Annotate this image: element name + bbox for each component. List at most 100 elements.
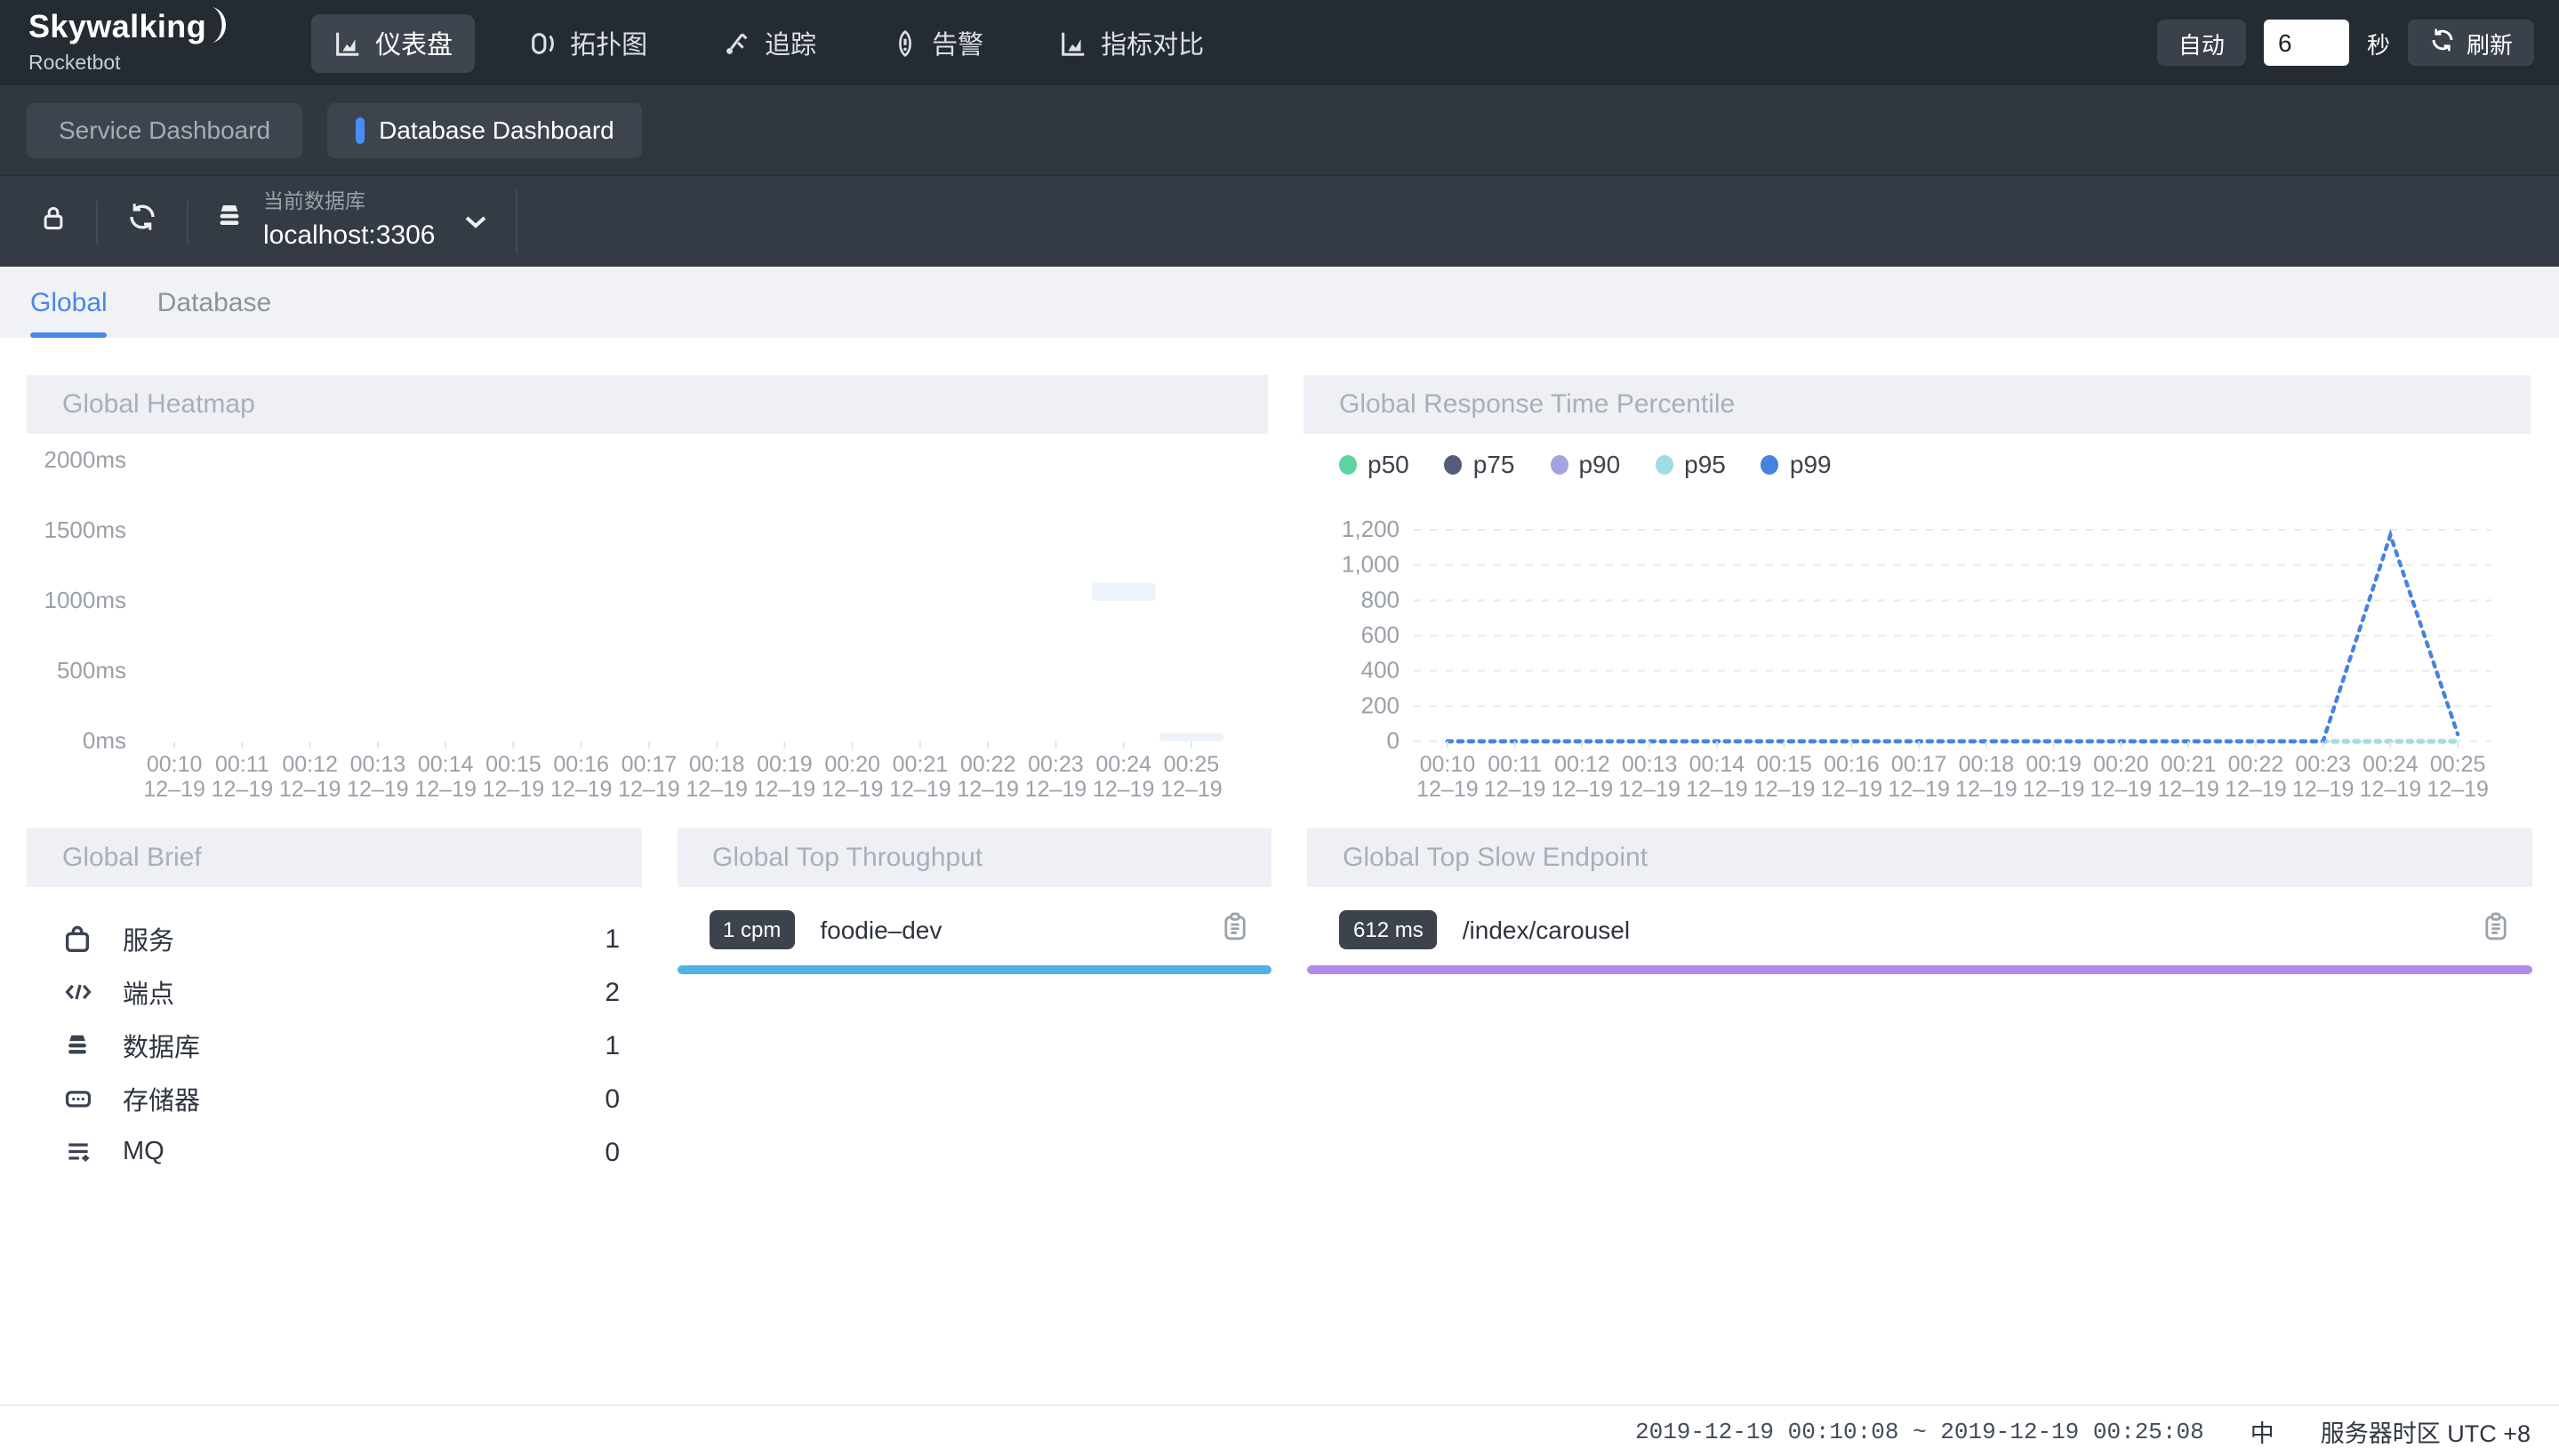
active-tab-indicator [356, 116, 365, 143]
time-range-picker[interactable]: 2019-12-19 00:10:08 ~ 2019-12-19 00:25:0… [1635, 1418, 2204, 1444]
x-tick-label: 00:25 [1164, 752, 1220, 777]
top-navbar: Skywalking Rocketbot 仪表盘 [0, 0, 2559, 85]
compare-icon [1058, 28, 1088, 58]
x-tick-sublabel: 12–19 [1753, 777, 1816, 802]
x-tick-label: 00:22 [960, 752, 1016, 777]
x-tick-label: 00:12 [1554, 752, 1610, 777]
nav-item-dashboard[interactable]: 仪表盘 [311, 13, 475, 72]
brand-subtitle: Rocketbot [28, 52, 121, 75]
x-tick-sublabel: 12–19 [754, 777, 816, 802]
legend-item-p50[interactable]: p50 [1339, 450, 1409, 478]
database-icon [213, 201, 245, 242]
x-tick-sublabel: 12–19 [483, 777, 545, 802]
legend-item-p90[interactable]: p90 [1550, 450, 1620, 478]
database-icon [62, 1030, 101, 1060]
legend-item-p75[interactable]: p75 [1444, 450, 1515, 478]
tab-database-dashboard[interactable]: Database Dashboard [327, 102, 643, 157]
x-tick-sublabel: 12–19 [822, 777, 884, 802]
x-tick-sublabel: 12–19 [414, 777, 477, 802]
legend-item-p95[interactable]: p95 [1656, 450, 1726, 478]
legend-dot [1761, 454, 1779, 474]
divider [187, 200, 189, 243]
refresh-button[interactable]: 刷新 [2407, 20, 2534, 66]
x-tick-label: 00:23 [2295, 752, 2351, 777]
copy-clipboard-icon[interactable] [1223, 911, 1247, 948]
x-tick-sublabel: 12–19 [1025, 777, 1087, 802]
auto-refresh-button[interactable]: 自动 [2156, 20, 2246, 66]
service-icon [62, 924, 101, 954]
copy-clipboard-icon[interactable] [2484, 911, 2507, 948]
legend-dot [1339, 454, 1357, 474]
tab-service-dashboard[interactable]: Service Dashboard [27, 102, 303, 157]
heatmap-chart: 2000ms 1500ms 1000ms 500ms 0ms 00:10 12–19 00:1… [27, 434, 1268, 820]
timezone-label: 服务器时区 UTC +8 [2320, 1420, 2531, 1447]
database-selector-bar: 当前数据库 localhost:3306 [0, 174, 2559, 267]
service-name: foodie–dev [820, 916, 943, 944]
lock-button[interactable] [25, 202, 82, 241]
endpoint-name: /index/carousel [1462, 916, 1631, 944]
brand-title: Skywalking [28, 8, 207, 44]
panel-title: Global Top Throughput [677, 828, 1272, 887]
reload-database-button[interactable] [112, 201, 172, 242]
brief-row-service: 服务 1 [27, 912, 641, 965]
refresh-icon [126, 201, 158, 242]
legend-label: p75 [1472, 450, 1515, 478]
legend-label: p95 [1684, 450, 1726, 478]
x-tick-sublabel: 12–19 [889, 777, 951, 802]
x-tick-label: 00:14 [1689, 752, 1745, 777]
x-tick-sublabel: 12–19 [1484, 777, 1546, 802]
nav-item-alarm[interactable]: 告警 [870, 13, 1005, 72]
x-tick-label: 00:21 [893, 752, 949, 777]
nav-item-metrics-compare[interactable]: 指标对比 [1037, 13, 1225, 72]
throughput-bar [677, 965, 1272, 974]
x-tick-sublabel: 12–19 [347, 777, 409, 802]
footer-bar: 2019-12-19 00:10:08 ~ 2019-12-19 00:25:0… [0, 1404, 2559, 1456]
divider [515, 189, 517, 253]
tab-database[interactable]: Database [156, 287, 272, 317]
nav-item-topology[interactable]: 拓扑图 [506, 13, 669, 72]
divider [96, 200, 98, 243]
x-tick-sublabel: 12–19 [1416, 777, 1479, 802]
x-tick-label: 00:13 [350, 752, 406, 777]
current-database-label: 当前数据库 [263, 192, 365, 214]
x-tick-sublabel: 12–19 [1160, 777, 1223, 802]
nav-item-label: 指标对比 [1101, 31, 1205, 60]
x-tick-sublabel: 12–19 [279, 777, 341, 802]
dashboard-icon [333, 28, 363, 58]
heatmap-cell [1091, 582, 1156, 601]
x-tick-label: 00:25 [2430, 752, 2486, 777]
legend-item-p99[interactable]: p99 [1761, 450, 1832, 478]
legend-dot [1656, 454, 1674, 474]
x-tick-sublabel: 12–19 [1821, 777, 1883, 802]
nav-item-trace[interactable]: 追踪 [701, 13, 838, 72]
main-nav: 仪表盘 拓扑图 追踪 [311, 13, 1225, 72]
x-tick-label: 00:17 [1891, 752, 1947, 777]
brief-row-database: 数据库 1 [27, 1019, 641, 1072]
panel-title: Global Top Slow Endpoint [1307, 828, 2533, 887]
series-line-p99 [1445, 528, 2460, 744]
y-tick-label: 200 [1361, 692, 1400, 718]
x-tick-label: 00:18 [689, 752, 745, 777]
x-tick-label: 00:15 [1756, 752, 1812, 777]
x-tick-label: 00:15 [485, 752, 541, 777]
x-tick-sublabel: 12–19 [957, 777, 1019, 802]
slow-endpoint-bar [1307, 965, 2533, 974]
panel-response-time-percentile: Global Response Time Percentile p50 p75 p9… [1304, 375, 2531, 820]
refresh-icon [2429, 27, 2456, 59]
percentile-legend: p50 p75 p90 p95 p99 [1304, 434, 2531, 494]
dashboard-content: Global Heatmap 2000ms 1500ms 1000ms 500ms 0m… [0, 338, 2559, 1179]
y-tick-label: 600 [1361, 621, 1400, 648]
panel-title: Global Response Time Percentile [1304, 375, 2531, 434]
x-tick-label: 00:11 [1488, 752, 1542, 777]
x-tick-sublabel: 12–19 [1552, 777, 1614, 802]
x-tick-label: 00:10 [1420, 752, 1476, 777]
interval-input[interactable] [2263, 20, 2349, 66]
current-database-selector[interactable]: 当前数据库 localhost:3306 [213, 192, 487, 249]
y-tick-label: 1,000 [1342, 551, 1400, 578]
language-toggle[interactable]: 中 [2250, 1420, 2274, 1447]
x-tick-label: 00:14 [418, 752, 474, 777]
brief-row-mq: MQ 0 [27, 1125, 641, 1179]
x-tick-label: 00:19 [2026, 752, 2082, 777]
tab-global[interactable]: Global [30, 267, 108, 338]
